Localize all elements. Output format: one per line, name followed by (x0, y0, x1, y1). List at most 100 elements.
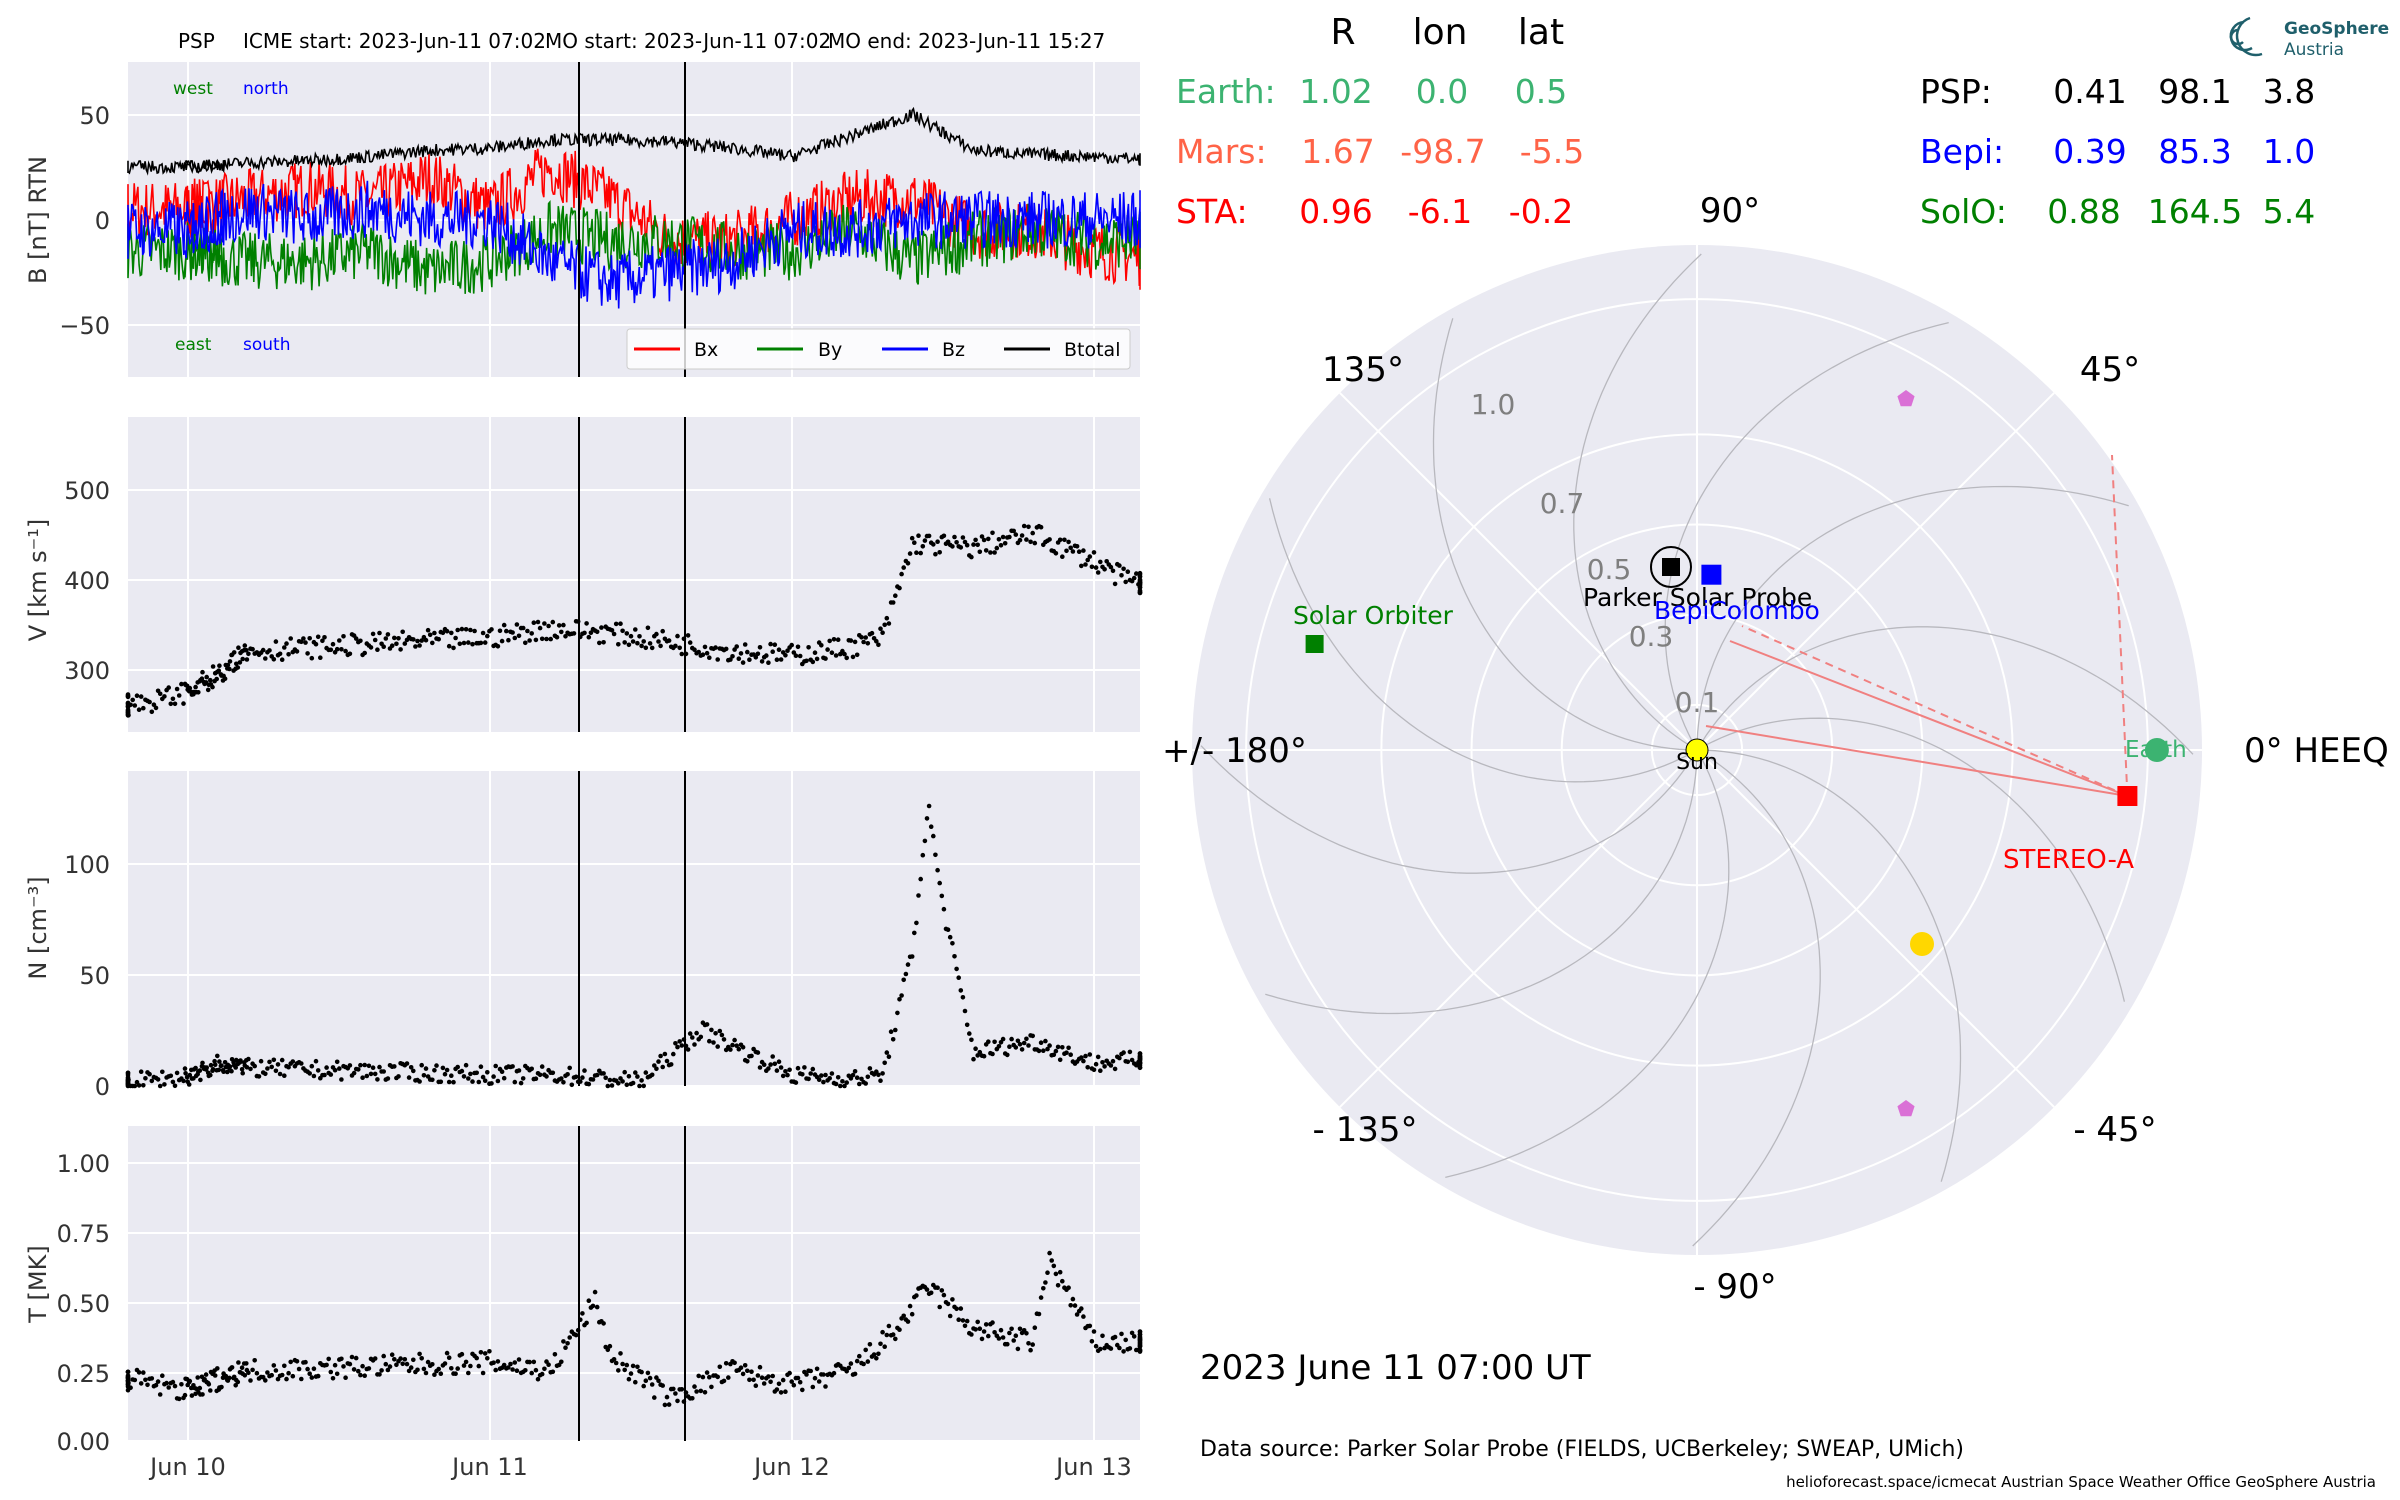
data-point (1110, 1058, 1116, 1064)
data-point (810, 1066, 816, 1072)
data-point (884, 1050, 890, 1055)
data-point (1137, 1065, 1143, 1070)
angle-90: 90° (1700, 191, 1760, 231)
data-point (504, 628, 509, 634)
positions-table: R lon lat Earth: 1.02 0.0 0.5 Mars: 1.67… (1176, 12, 2315, 231)
data-point (126, 712, 131, 718)
data-point (1091, 1329, 1097, 1334)
data-point (168, 1073, 174, 1079)
parker-spiral (1701, 626, 2194, 755)
data-point (931, 833, 936, 839)
data-point (309, 1375, 315, 1380)
data-point (998, 543, 1004, 548)
angle-spoke (1696, 392, 2055, 751)
data-point (901, 565, 906, 570)
data-point (546, 623, 551, 629)
data-point (740, 1045, 746, 1050)
data-point (865, 1359, 871, 1364)
data-point (831, 637, 837, 642)
data-point (132, 1083, 138, 1089)
data-point (668, 1062, 674, 1067)
data-point (366, 1366, 372, 1371)
data-point (358, 1372, 363, 1378)
data-point (480, 630, 486, 636)
data-point (353, 1355, 359, 1361)
data-point (1119, 1331, 1124, 1337)
data-point (755, 651, 761, 657)
data-point (611, 1357, 617, 1362)
geosphere-logo: GeoSphere Austria (2229, 16, 2389, 60)
data-point (793, 653, 799, 658)
data-point (535, 619, 541, 625)
data-point (370, 1065, 376, 1070)
data-point (286, 652, 291, 657)
data-point (876, 1351, 881, 1357)
row-psp-lon: 98.1 (2158, 72, 2231, 111)
data-point (717, 1364, 723, 1370)
data-point (960, 535, 966, 540)
data-point (430, 1362, 435, 1367)
polar-marks (1305, 390, 2169, 1117)
data-point (162, 1082, 167, 1087)
data-point (888, 1029, 894, 1034)
data-point (328, 1369, 334, 1375)
earth-marker (2144, 738, 2169, 762)
xtick-jun13: Jun 13 (1054, 1453, 1132, 1481)
data-point (1098, 1068, 1103, 1073)
data-point (313, 641, 319, 647)
data-point (487, 1349, 492, 1354)
data-point (453, 635, 458, 641)
data-point (914, 920, 919, 926)
data-point (1117, 1055, 1122, 1061)
data-point (795, 1065, 801, 1071)
data-point (909, 1311, 915, 1317)
data-point (776, 1059, 782, 1064)
data-point (685, 633, 691, 638)
data-point (559, 1076, 564, 1081)
data-point (582, 630, 587, 636)
data-point (597, 640, 602, 646)
data-point (193, 684, 198, 690)
data-point (334, 1059, 340, 1065)
data-point (1021, 1040, 1027, 1046)
data-point (246, 1370, 251, 1376)
data-point (776, 1381, 782, 1387)
data-point (510, 1367, 515, 1372)
data-point (937, 880, 942, 886)
data-point (958, 988, 964, 993)
data-point (738, 651, 744, 656)
data-point (423, 1370, 429, 1376)
data-point (726, 1375, 731, 1380)
row-bepi-name: Bepi: (1920, 132, 2004, 171)
data-point (1093, 565, 1099, 570)
data-point (742, 642, 748, 647)
data-point (780, 1073, 786, 1079)
data-point (244, 647, 249, 653)
data-point (996, 1044, 1002, 1049)
data-point (882, 1060, 887, 1066)
data-point (806, 1076, 811, 1082)
data-point (1137, 1349, 1143, 1354)
data-point (1030, 1033, 1035, 1039)
data-point (1053, 1048, 1059, 1054)
row-mars-lat: -5.5 (1520, 132, 1584, 171)
row-solo-lat: 5.4 (2263, 192, 2315, 231)
data-point (149, 1078, 155, 1084)
data-point (421, 1366, 427, 1372)
data-point (125, 1374, 131, 1380)
data-point (880, 1329, 885, 1335)
data-point (402, 641, 408, 646)
data-point (385, 1076, 391, 1081)
data-point (387, 1364, 393, 1369)
data-point (947, 934, 953, 940)
data-point (449, 630, 454, 636)
data-point (899, 993, 904, 998)
data-point (827, 1076, 832, 1081)
data-point (434, 1063, 439, 1068)
data-point (1112, 1066, 1118, 1072)
data-point (539, 636, 545, 642)
data-point (713, 645, 718, 650)
data-point (1007, 1330, 1012, 1336)
violet-marker-upper (1897, 390, 1915, 407)
data-point (696, 1373, 701, 1379)
